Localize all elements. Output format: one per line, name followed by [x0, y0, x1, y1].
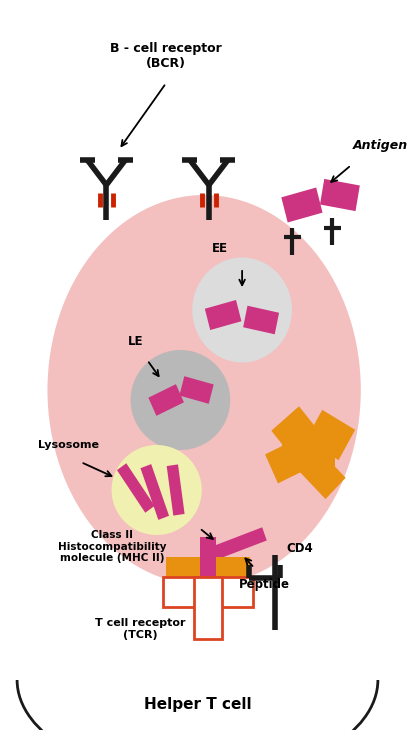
Text: Antigen: Antigen: [353, 139, 409, 152]
Bar: [243, 306, 279, 334]
Bar: [306, 410, 355, 460]
Text: Peptide: Peptide: [238, 578, 290, 591]
Bar: [204, 527, 267, 563]
Ellipse shape: [111, 445, 202, 535]
Ellipse shape: [192, 258, 292, 363]
Ellipse shape: [47, 195, 361, 585]
Bar: [210, 557, 250, 599]
Bar: [166, 557, 206, 599]
Ellipse shape: [131, 350, 230, 450]
Bar: [205, 300, 241, 330]
Text: CD4: CD4: [287, 542, 314, 555]
Text: B - cell receptor
(BCR): B - cell receptor (BCR): [110, 42, 222, 70]
Text: T cell receptor
(TCR): T cell receptor (TCR): [95, 618, 186, 639]
Text: Helper T cell: Helper T cell: [144, 697, 251, 712]
Bar: [320, 179, 360, 211]
Bar: [271, 407, 317, 454]
Bar: [194, 577, 222, 639]
Bar: [201, 537, 215, 587]
Bar: [265, 437, 314, 483]
Text: EE: EE: [212, 242, 228, 255]
Bar: [179, 376, 214, 404]
Text: Lysosome: Lysosome: [38, 440, 99, 450]
Bar: [282, 431, 335, 469]
Bar: [163, 577, 253, 607]
Bar: [167, 464, 185, 515]
Bar: [300, 451, 346, 499]
Text: Class II
Histocompatibility
molecule (MHC II): Class II Histocompatibility molecule (MH…: [58, 530, 166, 564]
Bar: [117, 464, 155, 512]
Bar: [141, 464, 169, 520]
Bar: [149, 384, 184, 416]
Text: LE: LE: [128, 335, 144, 348]
Bar: [281, 188, 322, 223]
